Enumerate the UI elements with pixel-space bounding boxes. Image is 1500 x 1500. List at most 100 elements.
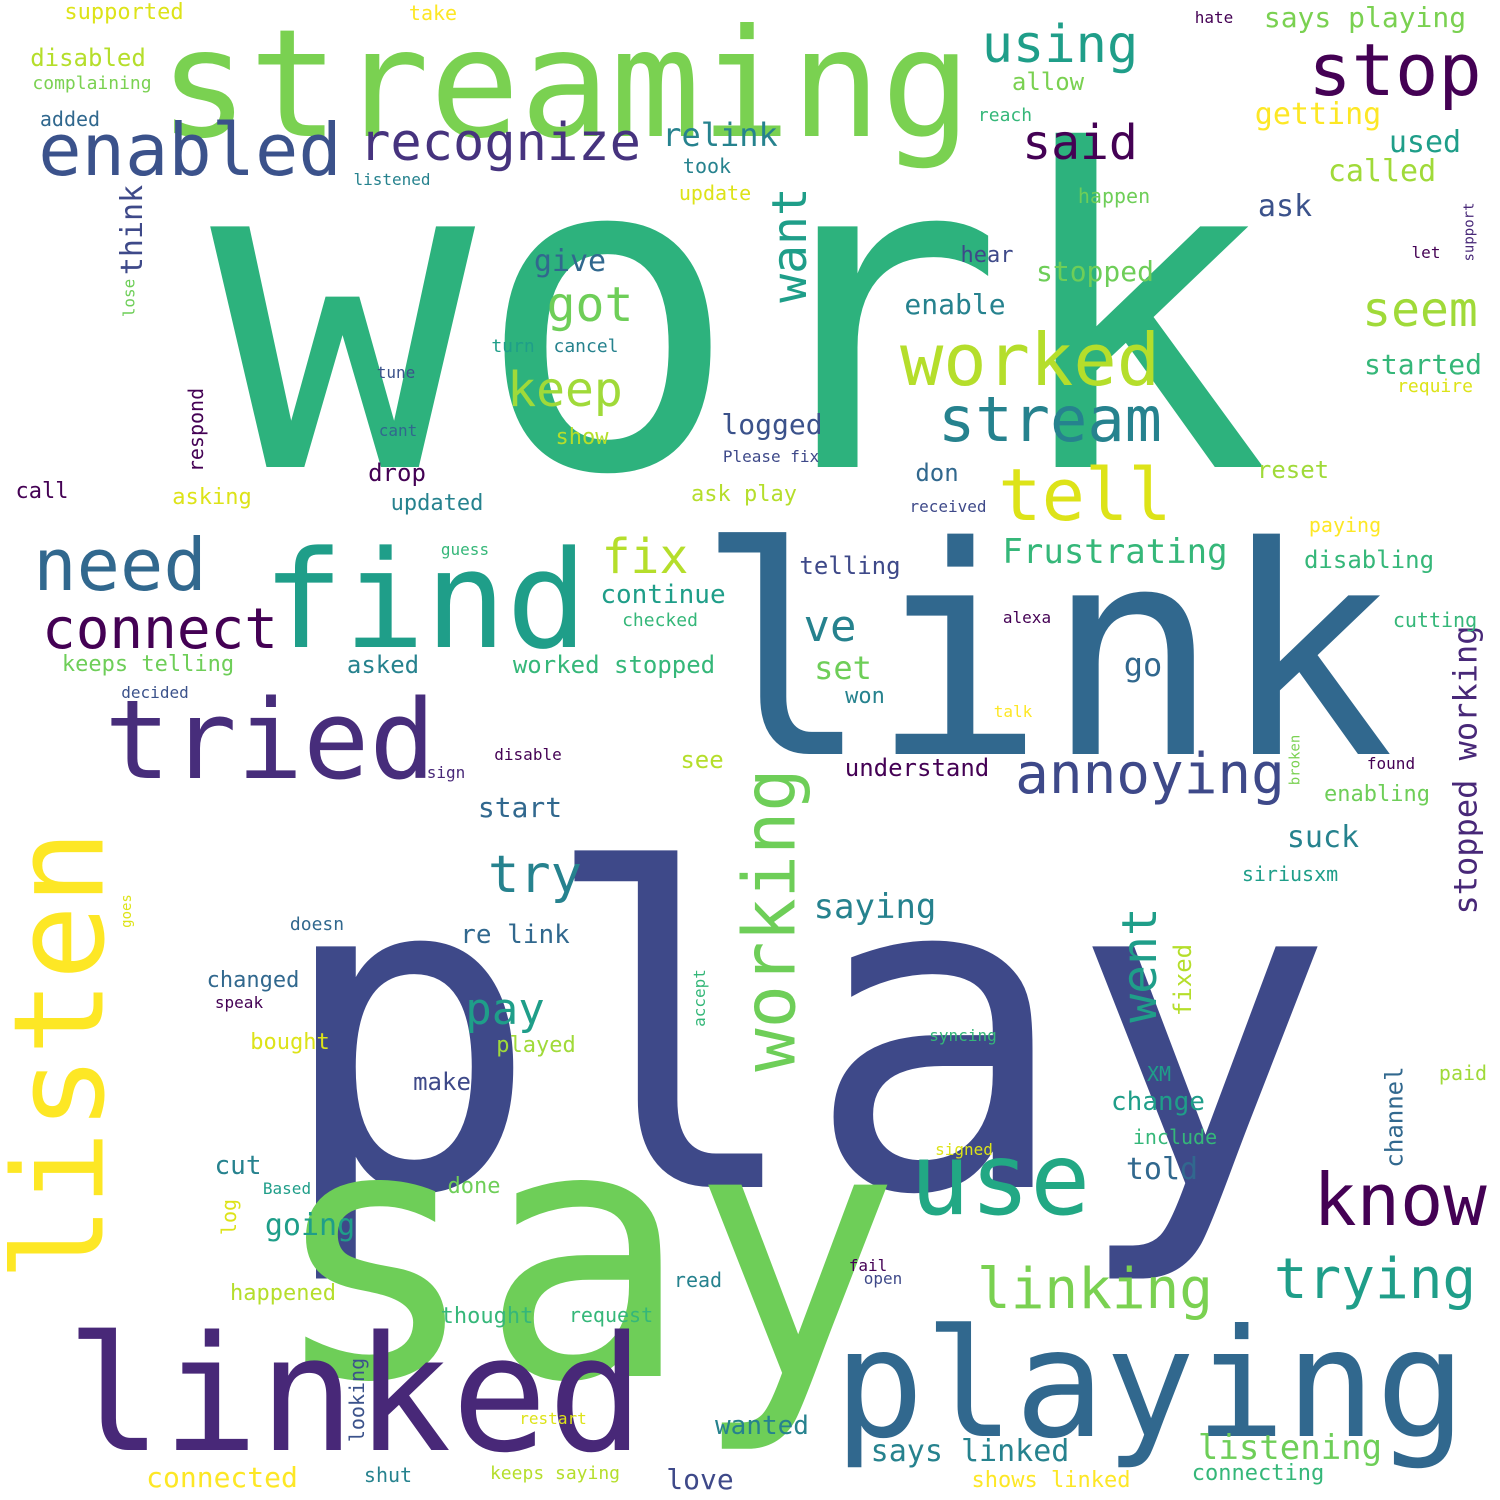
word-enabled: enabled <box>38 108 342 192</box>
word-enable: enable <box>904 288 1006 321</box>
word-cant: cant <box>378 421 418 440</box>
word-connect: connect <box>41 597 278 662</box>
word-respond: respond <box>183 387 208 473</box>
word-ve: ve <box>803 601 857 652</box>
word-connecting: connecting <box>1191 1461 1325 1486</box>
word-understand: understand <box>844 754 990 782</box>
word-checked: checked <box>622 610 698 631</box>
word-siriusxm: siriusxm <box>1241 862 1339 886</box>
word-say: say <box>268 1051 902 1459</box>
word-called: called <box>1327 154 1437 189</box>
word-logged: logged <box>721 408 823 441</box>
word-supported: supported <box>64 0 184 25</box>
word-please-fix: Please fix <box>722 447 820 466</box>
word-played: played <box>496 1033 576 1058</box>
word-telling: telling <box>799 552 901 580</box>
word-cut: cut <box>214 1151 262 1181</box>
word-go: go <box>1123 646 1163 684</box>
word-disable: disable <box>494 745 562 764</box>
word-playing: playing <box>833 1298 1467 1472</box>
word-reset: reset <box>1256 456 1330 484</box>
word-working: working <box>728 768 812 1072</box>
word-worked: worked <box>899 318 1161 402</box>
word-speak: speak <box>214 993 264 1012</box>
word-fail: fail <box>848 1256 888 1275</box>
word-support: support <box>1461 202 1478 262</box>
word-give: give <box>533 244 607 279</box>
word-make: make <box>413 1068 471 1096</box>
word-took: took <box>682 154 732 178</box>
word-asking: asking <box>172 485 252 510</box>
word-work: work <box>210 59 1270 571</box>
word-goes: goes <box>119 894 135 928</box>
word-trying: trying <box>1273 1247 1477 1312</box>
word-won: won <box>845 684 885 709</box>
word-linking: linking <box>976 1257 1213 1322</box>
word-channel: channel <box>1381 1066 1409 1168</box>
word-seem: seem <box>1362 282 1478 338</box>
word-tried: tried <box>104 676 436 804</box>
word-keeps-saying: keeps saying <box>489 1463 621 1484</box>
word-continue: continue <box>600 580 726 610</box>
word-talk: talk <box>993 702 1033 721</box>
word-said: said <box>1022 115 1138 171</box>
word-allow: allow <box>1011 68 1085 96</box>
word-disabled: disabled <box>30 44 146 72</box>
word-call: call <box>15 479 69 504</box>
word-going: going <box>264 1208 356 1243</box>
word-play: play <box>275 779 1335 1291</box>
word-change: change <box>1111 1087 1205 1117</box>
word-found: found <box>1366 754 1416 773</box>
word-connected: connected <box>146 1461 298 1494</box>
word-stopped-working: stopped working <box>1445 625 1484 915</box>
word-take: take <box>408 1 458 25</box>
word-tune: tune <box>376 363 416 382</box>
word-says-playing: says playing <box>1263 1 1467 34</box>
word-enabling: enabling <box>1324 782 1430 807</box>
word-use: use <box>909 1121 1091 1238</box>
word-ask: ask <box>1257 189 1313 224</box>
word-annoying: annoying <box>1015 742 1285 807</box>
word-show: show <box>555 425 609 450</box>
word-update: update <box>678 181 752 205</box>
word-want: want <box>762 187 818 303</box>
word-include: include <box>1132 1125 1218 1149</box>
word-let: let <box>1411 243 1441 262</box>
word-relink: relink <box>662 116 778 154</box>
word-need: need <box>33 523 207 607</box>
word-read: read <box>673 1268 723 1292</box>
word-start: start <box>477 791 563 824</box>
word-link: link <box>695 486 1395 823</box>
word-find: find <box>262 521 588 679</box>
word-reach: reach <box>977 105 1033 126</box>
word-tell: tell <box>998 453 1172 537</box>
word-set: set <box>814 649 872 687</box>
word-stopped: stopped <box>1035 255 1154 288</box>
word-decided: decided <box>121 683 189 702</box>
word-received: received <box>909 497 987 516</box>
word-syncing: syncing <box>929 1026 997 1045</box>
word-told: told <box>1125 1152 1199 1187</box>
word-started: started <box>1363 348 1482 381</box>
word-turn: turn <box>491 336 535 357</box>
word-got: got <box>546 277 634 333</box>
word-xm: XM <box>1146 1062 1172 1086</box>
word-lose: lose <box>119 278 138 318</box>
word-ask-play: ask play <box>691 482 797 507</box>
word-wanted: wanted <box>715 1411 809 1441</box>
word-suck: suck <box>1286 820 1360 855</box>
word-disabling: disabling <box>1303 546 1435 574</box>
word-see: see <box>680 746 724 774</box>
word-stream: stream <box>938 383 1162 456</box>
word-drop: drop <box>368 459 426 487</box>
word-happen: happen <box>1077 184 1151 208</box>
word-restart: restart <box>519 1409 587 1428</box>
word-accept: accept <box>689 969 709 1027</box>
word-recognize: recognize <box>359 113 641 173</box>
word-added: added <box>39 107 101 131</box>
word-doesn: doesn <box>289 914 345 935</box>
word-keep: keep <box>507 362 623 418</box>
word-alexa: alexa <box>1002 608 1052 627</box>
word-fix: fix <box>601 529 689 585</box>
word-listen: listen <box>0 829 133 1281</box>
